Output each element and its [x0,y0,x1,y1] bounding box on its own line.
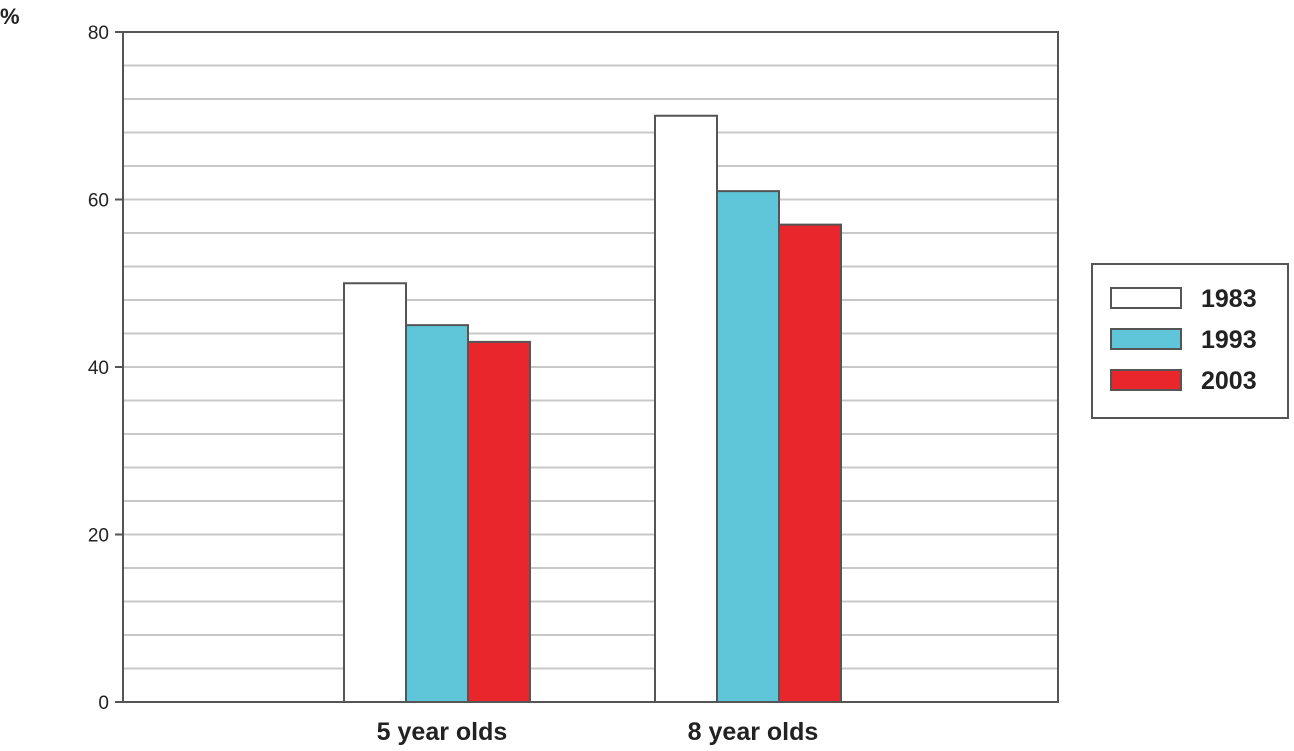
y-tick-label: 80 [88,23,109,44]
bar-1983-0 [343,282,407,703]
x-category-label: 8 year olds [688,718,819,746]
bar-2003-1 [778,223,842,703]
bar-2003-0 [467,340,531,703]
legend-swatch-1983 [1110,287,1182,309]
legend-label-2003: 2003 [1201,367,1257,395]
bar-1993-0 [405,324,469,703]
y-tick-label: 40 [88,358,109,379]
y-tick-label: 60 [88,191,109,212]
legend-swatch-1993 [1110,328,1182,350]
legend-label-1993: 1993 [1201,326,1257,354]
y-tick-label: 0 [98,693,109,714]
y-axis-unit-label: % [0,4,20,29]
bars [343,114,842,703]
legend: 1983 1993 2003 [1091,263,1289,419]
gridlines [123,64,1058,670]
y-axis: 0 20 40 60 80 [88,23,123,714]
x-category-label: 5 year olds [377,718,508,746]
x-axis: 5 year olds 8 year olds [377,718,819,746]
y-tick-label: 20 [88,526,109,547]
legend-swatch-2003 [1110,369,1182,391]
legend-label-1983: 1983 [1201,285,1257,313]
bar-1983-1 [654,114,718,703]
bar-1993-1 [716,190,780,703]
